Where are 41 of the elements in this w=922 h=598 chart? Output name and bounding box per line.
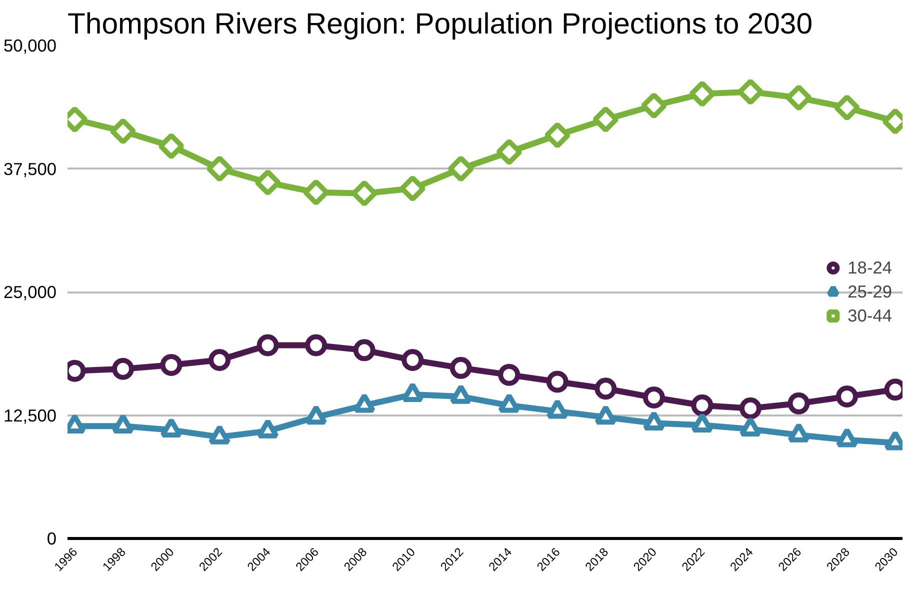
point xyxy=(836,428,858,448)
point xyxy=(640,92,668,119)
legend-label: 25-29 xyxy=(848,281,892,302)
point xyxy=(592,106,619,133)
point xyxy=(206,156,233,182)
point xyxy=(305,404,328,425)
y-tick-label: 50,000 xyxy=(4,36,56,56)
chart-title: Thompson Rivers Region: Population Projections to 2030 xyxy=(68,8,813,40)
point xyxy=(399,175,426,202)
point xyxy=(353,393,376,413)
point xyxy=(544,122,571,148)
point xyxy=(498,393,520,413)
y-tick-label: 0 xyxy=(46,528,57,548)
point xyxy=(691,412,714,433)
point xyxy=(254,169,281,196)
y-tick-label: 12,500 xyxy=(4,405,56,426)
point xyxy=(110,118,136,144)
legend-label: 30-44 xyxy=(848,305,892,326)
point xyxy=(834,94,860,121)
point xyxy=(160,418,182,438)
point xyxy=(256,418,279,438)
point xyxy=(208,424,231,444)
point xyxy=(689,80,716,107)
point xyxy=(496,138,522,166)
point xyxy=(112,414,134,434)
point xyxy=(546,398,568,419)
point xyxy=(788,422,810,442)
point xyxy=(351,180,378,207)
point xyxy=(448,156,474,182)
y-tick-label: 37,500 xyxy=(4,158,56,179)
point xyxy=(158,132,184,160)
point xyxy=(737,78,764,105)
point xyxy=(786,84,812,111)
point xyxy=(594,404,617,425)
point xyxy=(402,382,424,402)
y-tick-label: 25,000 xyxy=(4,282,56,302)
point xyxy=(642,410,665,431)
point xyxy=(739,416,762,436)
legend-label: 18-24 xyxy=(848,257,892,278)
point xyxy=(302,179,330,206)
point xyxy=(450,384,472,404)
